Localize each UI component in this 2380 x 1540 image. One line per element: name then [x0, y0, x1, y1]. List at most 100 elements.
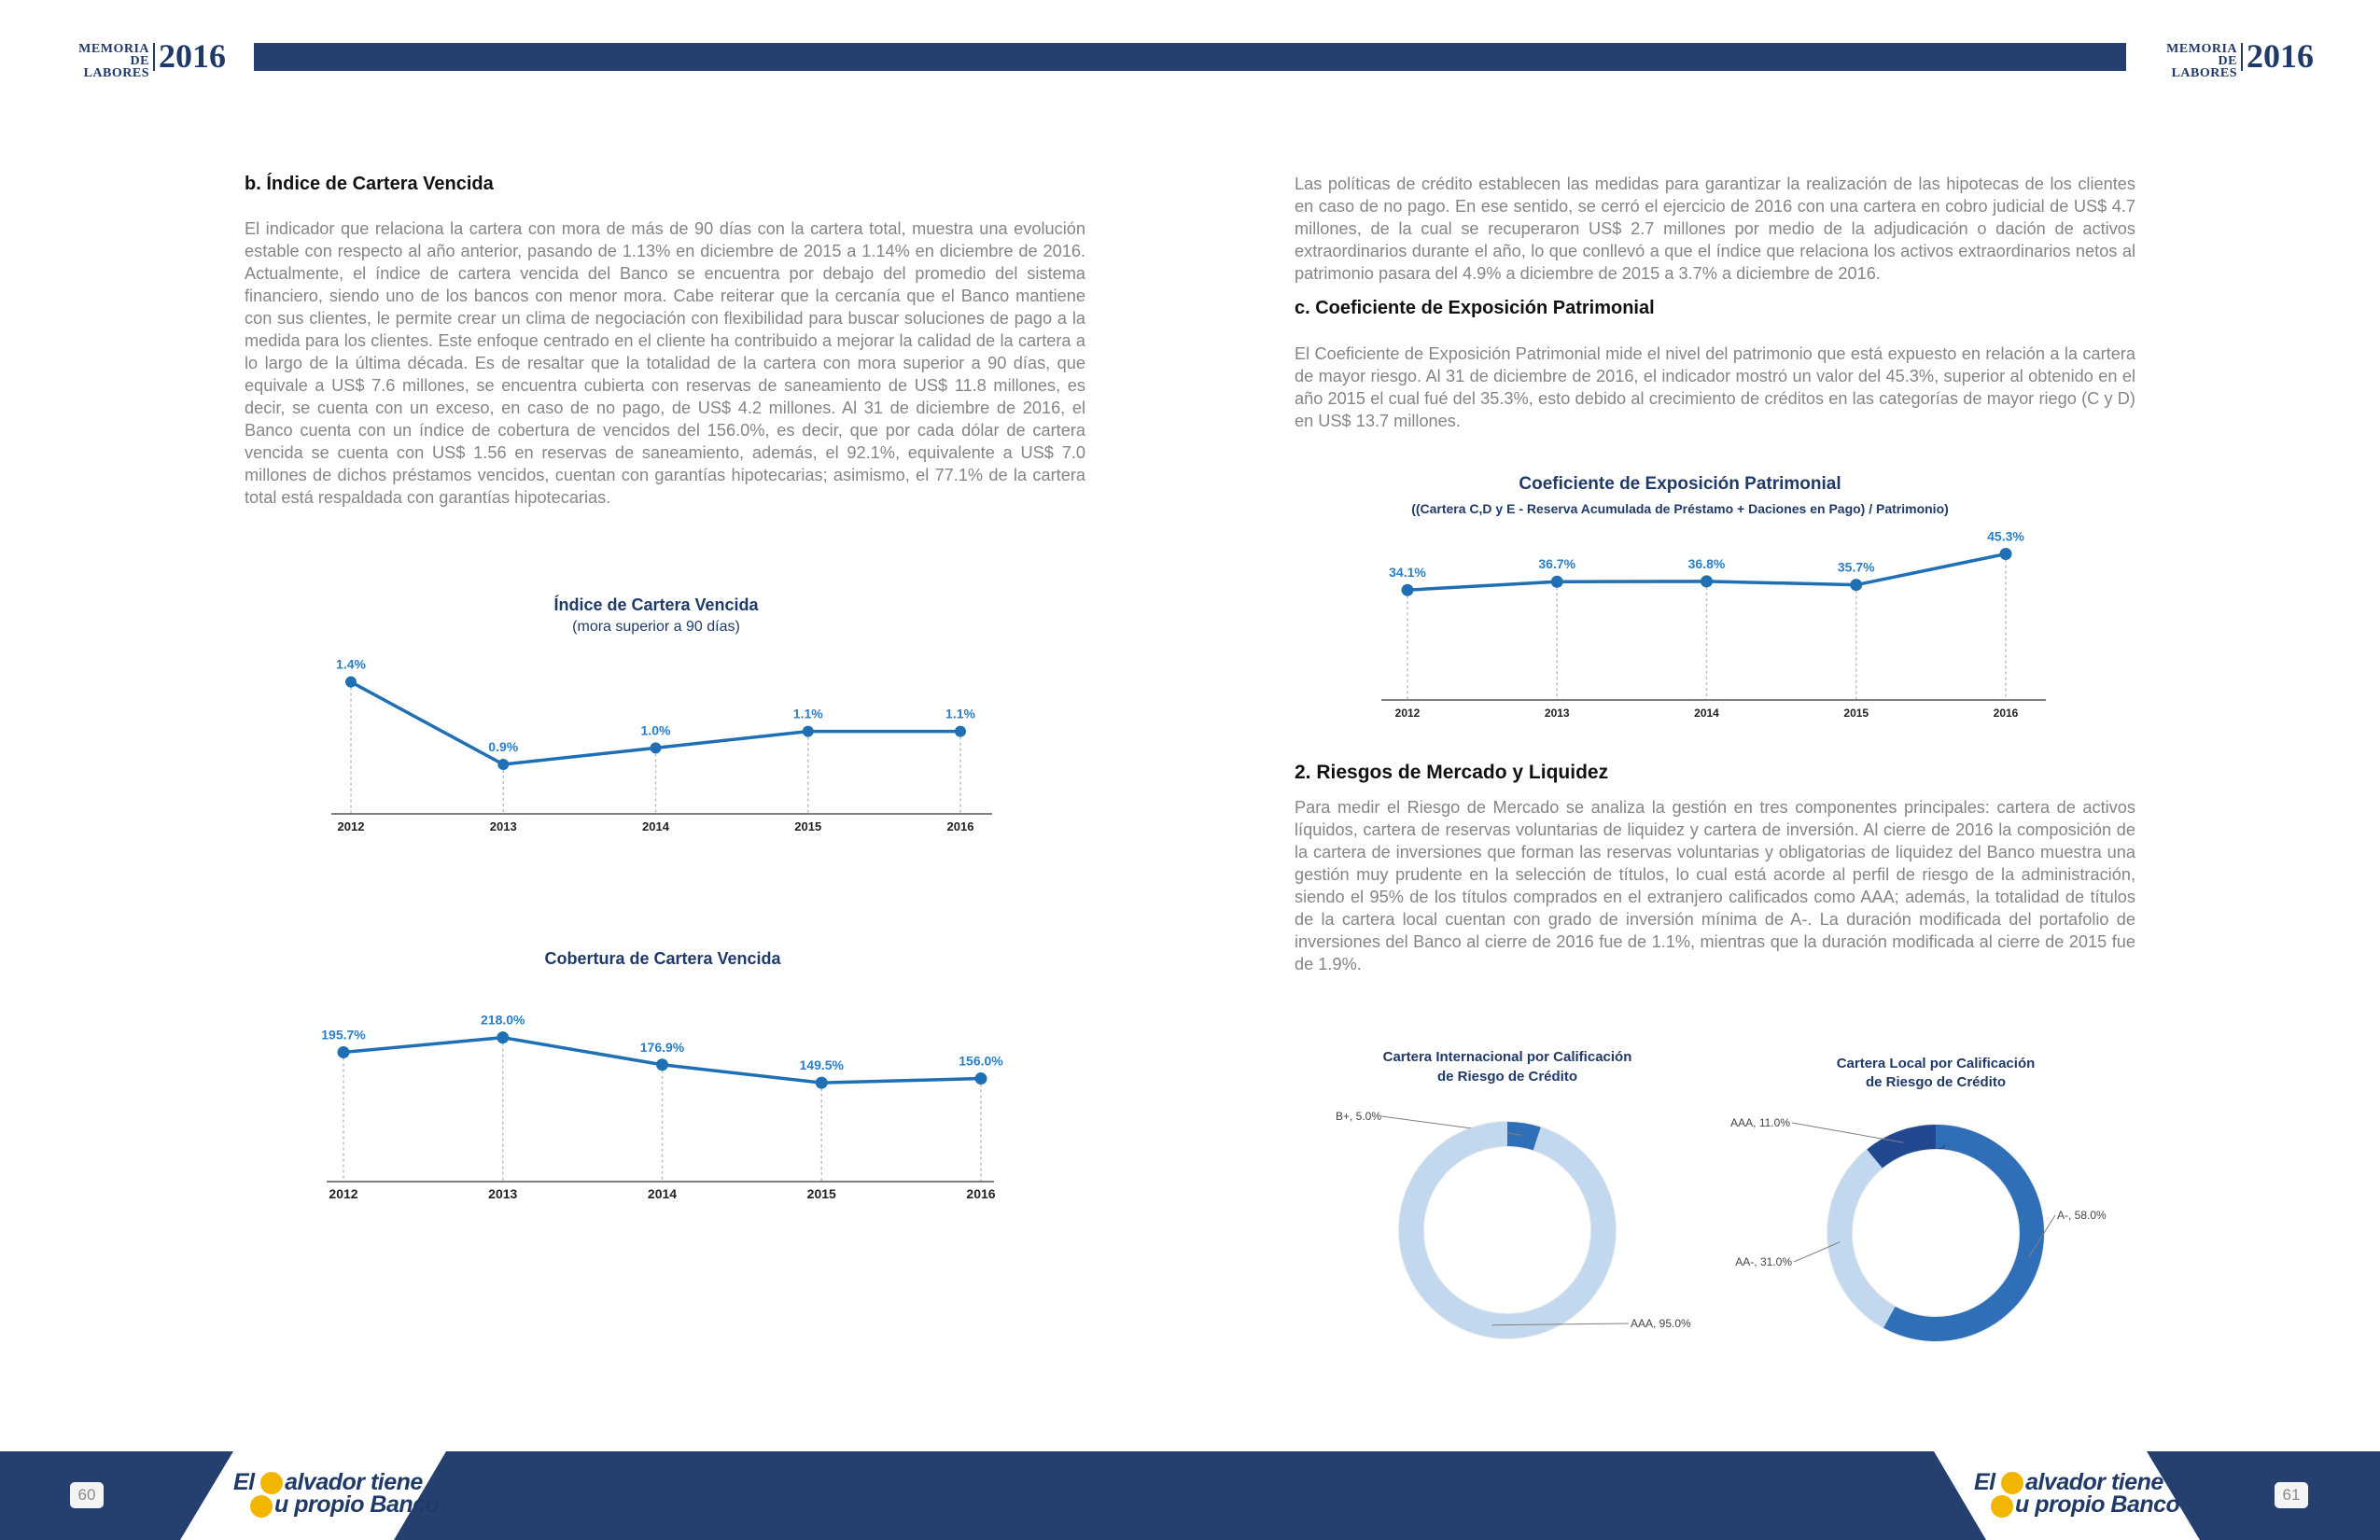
- chart-title: Cartera Internacional por Calificación: [1383, 1049, 1632, 1065]
- data-label: 218.0%: [481, 1013, 525, 1028]
- brand-line2: DE LABORES: [2171, 54, 2237, 80]
- chart-indice-cartera-vencida: Índice de Cartera Vencida (mora superior…: [331, 595, 992, 833]
- chart-subtitle: (mora superior a 90 días): [572, 619, 740, 635]
- brand-logo-left: MEMORIA DE LABORES 2016: [63, 37, 241, 80]
- chart-title: Cobertura de Cartera Vencida: [544, 949, 781, 968]
- slogan-line2: u propio Banco: [233, 1493, 440, 1518]
- x-tick-label: 2014: [642, 819, 670, 833]
- chart-title-line2: de Riesgo de Crédito: [1437, 1069, 1577, 1085]
- page-number-left: 60: [70, 1482, 104, 1508]
- section-b-title: b. Índice de Cartera Vencida: [245, 174, 494, 194]
- chart-title: Coeficiente de Exposición Patrimonial: [1519, 474, 1841, 494]
- data-point: [1550, 575, 1563, 588]
- x-tick-label: 2014: [648, 1186, 677, 1201]
- section-b-paragraph: El indicador que relaciona la cartera co…: [245, 219, 1085, 507]
- data-label: 34.1%: [1389, 565, 1426, 580]
- x-tick-label: 2015: [807, 1186, 836, 1201]
- donut-slice: [1827, 1125, 2044, 1341]
- data-label: 45.3%: [1987, 529, 2024, 544]
- data-point: [1701, 575, 1713, 588]
- leader-line: [1491, 1323, 1630, 1326]
- donut-slice: [1827, 1125, 2044, 1341]
- data-point: [345, 676, 357, 688]
- chart-title: Índice de Cartera Vencida: [553, 595, 759, 614]
- x-tick-label: 2013: [490, 819, 517, 833]
- header-bar: [254, 43, 2126, 71]
- x-tick-label: 2013: [1545, 707, 1570, 720]
- x-tick-label: 2014: [1694, 707, 1719, 720]
- footer-shape-center: [394, 1451, 1986, 1540]
- leader-line: [1791, 1122, 1904, 1143]
- data-label: 195.7%: [321, 1027, 366, 1042]
- chart-plot: A-, 58.0% AA-, 31.0% AAA, 11.0%: [1730, 1116, 2107, 1342]
- data-point: [1401, 583, 1414, 596]
- data-label: 36.7%: [1538, 556, 1575, 571]
- donut-slice: [1399, 1122, 1616, 1338]
- x-tick-label: 2013: [488, 1186, 517, 1201]
- brand-year: 2016: [159, 37, 226, 75]
- slogan-t-icon: [1991, 1494, 2013, 1518]
- slice-label: A-, 58.0%: [2057, 1209, 2107, 1222]
- chart-plot: 34.1% 2012 36.7% 2013 36.8% 2014 35.7% 2015 45.3…: [1381, 529, 2046, 720]
- data-label: 1.1%: [945, 707, 975, 721]
- slice-label: AAA, 95.0%: [1631, 1317, 1691, 1330]
- data-label: 0.9%: [488, 739, 518, 754]
- slice-label: AA-, 31.0%: [1735, 1255, 1792, 1268]
- chart-coeficiente-exposicion: Coeficiente de Exposición Patrimonial ((…: [1381, 474, 2046, 720]
- brand-logo-right: MEMORIA DE LABORES 2016: [2151, 37, 2329, 80]
- brand-separator: [2241, 43, 2243, 71]
- data-point: [656, 1058, 668, 1071]
- chart-cobertura-cartera-vencida: Cobertura de Cartera Vencida 195.7% 2012 2…: [321, 949, 1003, 1201]
- leader-line: [2028, 1214, 2056, 1257]
- chart-plot: B+, 5.0% AAA, 95.0%: [1336, 1110, 1691, 1339]
- x-tick-label: 2016: [1994, 707, 2019, 720]
- slogan-t-icon: [250, 1494, 273, 1518]
- brand-line2: DE LABORES: [83, 54, 149, 80]
- section-2-title: 2. Riesgos de Mercado y Liquidez: [1295, 762, 1609, 783]
- data-point: [802, 725, 814, 737]
- slogan-s-icon: [260, 1472, 284, 1495]
- data-point: [337, 1045, 350, 1058]
- x-tick-label: 2012: [329, 1186, 357, 1201]
- brand-line1: MEMORIA: [78, 42, 149, 56]
- data-label: 156.0%: [959, 1054, 1003, 1069]
- data-point: [497, 1031, 510, 1044]
- chart-title-line2: de Riesgo de Crédito: [1866, 1074, 2006, 1090]
- slogan-right: El alvador tiene u propio Banco: [1974, 1469, 2180, 1518]
- data-point: [955, 725, 966, 737]
- data-label: 36.8%: [1688, 556, 1726, 571]
- slogan-line2: u propio Banco: [1974, 1493, 2180, 1518]
- data-point: [815, 1076, 828, 1089]
- section-2-paragraph: Para medir el Riesgo de Mercado se anali…: [1295, 798, 2135, 973]
- chart-plot: 1.4% 2012 0.9% 2013 1.0% 2014 1.1% 2015 1.1% 2016: [331, 657, 992, 833]
- data-point: [974, 1072, 987, 1085]
- data-point: [497, 759, 510, 770]
- footer-shape-left: [0, 1451, 233, 1540]
- slogan-line1: El alvador tiene: [233, 1469, 423, 1495]
- slogan-s-icon: [2001, 1472, 2024, 1495]
- chart-cartera-local: Cartera Local por Calificación de Riesgo…: [1730, 1056, 2107, 1342]
- brand-separator: [153, 43, 155, 71]
- brand-year: 2016: [2247, 37, 2314, 75]
- brand-text-right: MEMORIA DE LABORES: [2151, 42, 2237, 80]
- x-tick-label: 2016: [966, 1186, 995, 1201]
- slogan-line1: El alvador tiene: [1974, 1469, 2163, 1495]
- x-tick-label: 2012: [1395, 707, 1421, 720]
- data-label: 176.9%: [640, 1040, 685, 1055]
- data-label: 1.4%: [336, 657, 366, 672]
- chart-subtitle: ((Cartera C,D y E - Reserva Acumulada de…: [1411, 501, 1949, 516]
- data-label: 1.0%: [641, 722, 671, 737]
- page-number-right: 61: [2275, 1482, 2308, 1508]
- brand-line1: MEMORIA: [2166, 42, 2237, 56]
- chart-cartera-internacional: Cartera Internacional por Calificación d…: [1336, 1049, 1691, 1339]
- slogan-left: El alvador tiene u propio Banco: [233, 1469, 440, 1518]
- intro-paragraph: Las políticas de crédito establecen las …: [1295, 175, 2135, 283]
- data-point: [1850, 579, 1863, 592]
- section-c-paragraph: El Coeficiente de Exposición Patrimonial…: [1295, 344, 2135, 430]
- x-tick-label: 2015: [794, 819, 821, 833]
- footer-band: [0, 1451, 2380, 1540]
- x-tick-label: 2012: [338, 819, 365, 833]
- x-tick-label: 2015: [1843, 707, 1869, 720]
- slice-label: AAA, 11.0%: [1730, 1116, 1790, 1129]
- data-label: 149.5%: [800, 1057, 845, 1072]
